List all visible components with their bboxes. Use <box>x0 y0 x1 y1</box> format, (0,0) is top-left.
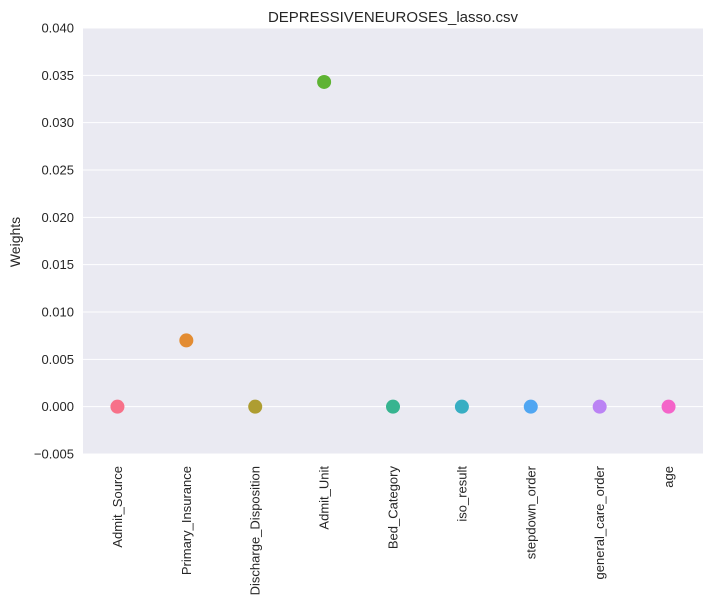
chart-title: DEPRESSIVENEUROSES_lasso.csv <box>268 9 519 26</box>
y-tick-label: 0.015 <box>41 257 74 272</box>
y-tick-label: 0.000 <box>41 399 74 414</box>
y-tick-label: 0.010 <box>41 305 74 320</box>
data-point <box>523 399 538 414</box>
x-tick-label: general_care_order <box>592 465 607 579</box>
x-tick-label: Admit_Unit <box>317 466 332 530</box>
data-points <box>110 74 676 414</box>
y-tick-label: 0.025 <box>41 163 74 178</box>
data-point <box>592 399 607 414</box>
data-point <box>248 399 263 414</box>
plot-area <box>83 28 703 454</box>
y-tick-label: −0.005 <box>34 447 74 462</box>
data-point <box>179 333 194 348</box>
data-point <box>454 399 469 414</box>
y-axis-label: Weights <box>7 217 23 267</box>
y-tick-label: 0.040 <box>41 21 74 36</box>
data-point <box>386 399 400 414</box>
x-tick-label: Admit_Source <box>110 466 125 548</box>
y-tick-label: 0.005 <box>41 352 74 367</box>
x-tick-label: iso_result <box>454 466 469 522</box>
y-tick-label: 0.035 <box>41 68 74 83</box>
x-tick-label: Primary_Insurance <box>179 466 194 575</box>
x-tick-label: age <box>661 466 676 488</box>
x-tick-label: Bed_Category <box>386 466 401 550</box>
x-tick-labels: Admit_Source Primary_Insurance Discharge_D… <box>110 465 676 595</box>
grid-lines <box>83 27 703 455</box>
data-point <box>110 399 125 414</box>
data-point <box>661 399 676 414</box>
x-tick-label: Discharge_Disposition <box>248 466 263 595</box>
x-tick-label: stepdown_order <box>523 465 538 559</box>
y-tick-labels: −0.005 0.000 0.005 0.010 0.015 0.020 0.025 0.03… <box>34 21 74 462</box>
data-point <box>317 74 332 89</box>
y-tick-label: 0.020 <box>41 210 74 225</box>
y-tick-label: 0.030 <box>41 115 74 130</box>
